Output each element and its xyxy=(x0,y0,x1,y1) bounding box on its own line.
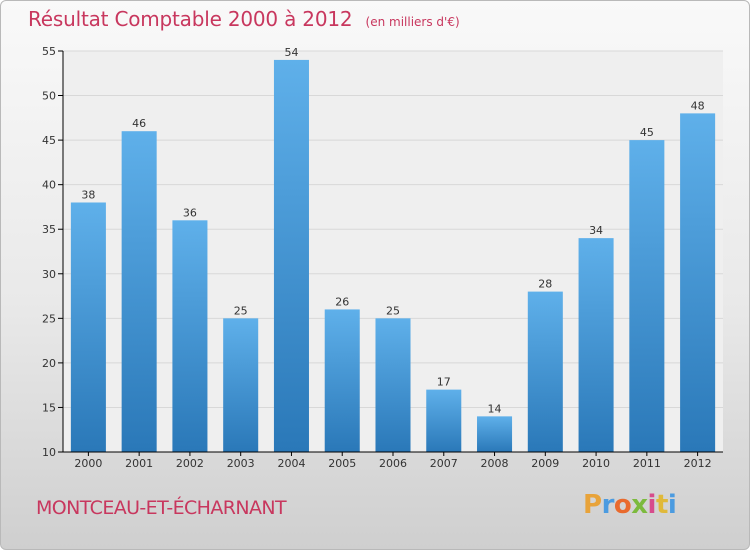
data-label-2006: 25 xyxy=(386,304,400,317)
bar-2011 xyxy=(629,140,665,452)
y-tick-label: 10 xyxy=(42,446,56,459)
bar-2009 xyxy=(527,291,563,452)
bar-2008 xyxy=(477,416,513,452)
x-tick-label-2000: 2000 xyxy=(74,457,102,470)
x-tick-label-2010: 2010 xyxy=(582,457,610,470)
bar-2006 xyxy=(375,318,411,452)
y-tick-label: 55 xyxy=(42,45,56,58)
bar-2007 xyxy=(426,389,462,452)
data-label-2009: 28 xyxy=(538,278,552,291)
bar-2002 xyxy=(172,220,208,452)
x-tick-label-2001: 2001 xyxy=(125,457,153,470)
axes xyxy=(58,50,723,456)
chart-subtitle: (en milliers d'€) xyxy=(365,15,460,29)
y-tick-label: 40 xyxy=(42,179,56,192)
logo-letter: i xyxy=(647,490,657,520)
bar-2000 xyxy=(70,202,106,452)
data-label-2004: 54 xyxy=(284,46,298,59)
chart-header: Résultat Comptable 2000 à 2012 (en milli… xyxy=(28,7,460,31)
y-tick-label: 15 xyxy=(42,401,56,414)
x-tick-label-2003: 2003 xyxy=(227,457,255,470)
y-tick-label: 30 xyxy=(42,268,56,281)
y-tick-label: 25 xyxy=(42,312,56,325)
city-name: MONTCEAU-ET-ÉCHARNANT xyxy=(36,497,287,519)
chart-title: Résultat Comptable 2000 à 2012 xyxy=(28,7,353,31)
logo-letter: o xyxy=(613,490,632,520)
data-label-2001: 46 xyxy=(132,117,146,130)
data-label-2002: 36 xyxy=(183,206,197,219)
bar-2005 xyxy=(324,309,360,452)
y-tick-label: 20 xyxy=(42,357,56,370)
logo-letter: r xyxy=(601,490,615,520)
x-tick-label-2005: 2005 xyxy=(328,457,356,470)
data-label-2007: 17 xyxy=(437,376,451,389)
logo-letter: P xyxy=(583,490,602,520)
x-tick-label-2007: 2007 xyxy=(430,457,458,470)
proxiti-logo[interactable]: Proxiti xyxy=(583,490,677,520)
y-tick-label: 35 xyxy=(42,223,56,236)
bar-2010 xyxy=(578,238,614,452)
x-tick-label-2008: 2008 xyxy=(481,457,509,470)
logo-letter: x xyxy=(631,490,648,520)
x-tick-label-2009: 2009 xyxy=(531,457,559,470)
bar-2001 xyxy=(121,131,157,452)
x-tick-label-2006: 2006 xyxy=(379,457,407,470)
x-tick-label-2012: 2012 xyxy=(684,457,712,470)
data-label-2000: 38 xyxy=(81,188,95,201)
y-tick-label: 45 xyxy=(42,134,56,147)
x-tick-label-2002: 2002 xyxy=(176,457,204,470)
logo-letter: i xyxy=(667,490,677,520)
bars xyxy=(70,59,716,453)
bar-2012 xyxy=(680,113,716,452)
labels: 10 15 20 25 30 35 40 45 50 55 38 2000 46 2001 36 2002 25… xyxy=(42,45,712,470)
data-label-2003: 25 xyxy=(234,304,248,317)
data-label-2008: 14 xyxy=(488,402,502,415)
logo-letter: t xyxy=(655,490,668,520)
y-tick-label: 50 xyxy=(42,90,56,103)
data-label-2011: 45 xyxy=(640,126,654,139)
data-label-2010: 34 xyxy=(589,224,603,237)
data-label-2012: 48 xyxy=(691,99,705,112)
bar-2004 xyxy=(273,59,309,453)
x-tick-label-2004: 2004 xyxy=(277,457,305,470)
x-tick-label-2011: 2011 xyxy=(633,457,661,470)
data-label-2005: 26 xyxy=(335,295,349,308)
bar-2003 xyxy=(223,318,259,452)
